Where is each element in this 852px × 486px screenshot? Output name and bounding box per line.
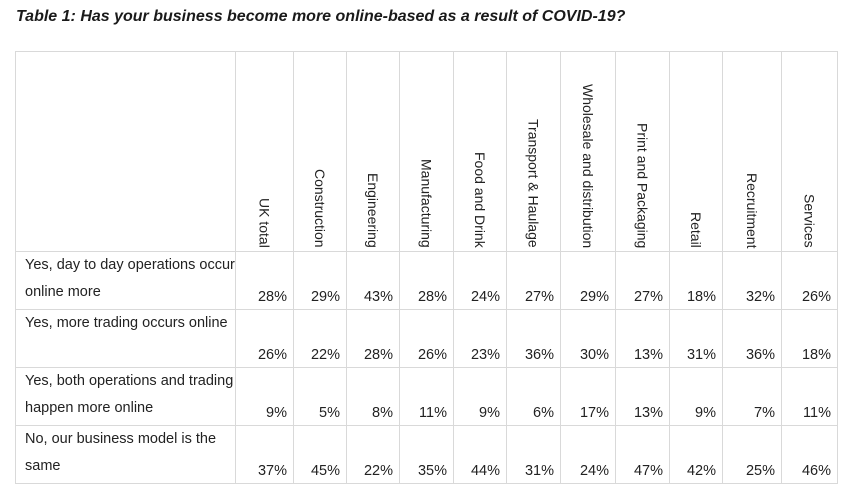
table-row: Yes, more trading occurs online 26% 22% 28%… (15, 309, 838, 368)
column-header: Construction (293, 51, 347, 252)
value-cell: 11% (781, 367, 838, 426)
value-cell: 25% (722, 425, 782, 484)
value-cell: 29% (293, 251, 347, 310)
table-title: Table 1: Has your business become more o… (16, 8, 626, 25)
value-cell: 13% (615, 309, 670, 368)
value-cell: 47% (615, 425, 670, 484)
value-cell: 27% (506, 251, 561, 310)
value-cell: 28% (399, 251, 454, 310)
value-cell: 11% (399, 367, 454, 426)
column-header-label: Retail (688, 212, 704, 248)
value-cell: 28% (346, 309, 400, 368)
row-label: Yes, day to day operations occur online … (15, 251, 236, 310)
value-cell: 22% (346, 425, 400, 484)
column-header: Services (781, 51, 838, 252)
table-row: Yes, day to day operations occur online … (15, 251, 838, 310)
row-label: Yes, both operations and trading happen … (15, 367, 236, 426)
column-header-label: Print and Packaging (634, 122, 651, 248)
column-header: Recruitment (722, 51, 782, 252)
header-corner-cell (15, 51, 236, 252)
value-cell: 22% (293, 309, 347, 368)
column-header-label: Construction (312, 169, 328, 248)
table-row: Yes, both operations and trading happen … (15, 367, 838, 426)
column-header-label: Engineering (365, 173, 381, 248)
table-row: No, our business model is the same 37% 45%… (15, 425, 838, 484)
value-cell: 43% (346, 251, 400, 310)
value-cell: 23% (453, 309, 507, 368)
header-row: UK total Construction Engineering Manufa… (15, 51, 838, 252)
value-cell: 7% (722, 367, 782, 426)
column-header: Transport & Haulage (506, 51, 561, 252)
column-header-label: Recruitment (744, 172, 760, 248)
value-cell: 31% (669, 309, 723, 368)
value-cell: 30% (560, 309, 616, 368)
column-header-label: Services (801, 194, 818, 248)
value-cell: 35% (399, 425, 454, 484)
value-cell: 17% (560, 367, 616, 426)
column-header-label: Wholesale and distribution (580, 83, 596, 248)
value-cell: 28% (235, 251, 294, 310)
value-cell: 42% (669, 425, 723, 484)
value-cell: 13% (615, 367, 670, 426)
column-header: Engineering (346, 51, 400, 252)
value-cell: 18% (669, 251, 723, 310)
value-cell: 26% (235, 309, 294, 368)
column-header: Manufacturing (399, 51, 454, 252)
value-cell: 36% (506, 309, 561, 368)
survey-table: UK total Construction Engineering Manufa… (15, 51, 838, 484)
value-cell: 36% (722, 309, 782, 368)
value-cell: 24% (560, 425, 616, 484)
column-header: Wholesale and distribution (560, 51, 616, 252)
value-cell: 9% (453, 367, 507, 426)
column-header-label: Food and Drink (472, 152, 488, 248)
value-cell: 31% (506, 425, 561, 484)
value-cell: 8% (346, 367, 400, 426)
value-cell: 9% (235, 367, 294, 426)
row-label: Yes, more trading occurs online (15, 309, 236, 368)
value-cell: 32% (722, 251, 782, 310)
value-cell: 5% (293, 367, 347, 426)
column-header-label: Manufacturing (418, 159, 435, 248)
value-cell: 18% (781, 309, 838, 368)
value-cell: 27% (615, 251, 670, 310)
row-label: No, our business model is the same (15, 425, 236, 484)
value-cell: 29% (560, 251, 616, 310)
value-cell: 6% (506, 367, 561, 426)
column-header: Food and Drink (453, 51, 507, 252)
column-header: Print and Packaging (615, 51, 670, 252)
value-cell: 26% (781, 251, 838, 310)
column-header-label: Transport & Haulage (525, 119, 542, 248)
value-cell: 45% (293, 425, 347, 484)
column-header: Retail (669, 51, 723, 252)
value-cell: 26% (399, 309, 454, 368)
column-header: UK total (235, 51, 294, 252)
value-cell: 44% (453, 425, 507, 484)
value-cell: 46% (781, 425, 838, 484)
value-cell: 24% (453, 251, 507, 310)
value-cell: 9% (669, 367, 723, 426)
column-header-label: UK total (256, 198, 273, 248)
value-cell: 37% (235, 425, 294, 484)
